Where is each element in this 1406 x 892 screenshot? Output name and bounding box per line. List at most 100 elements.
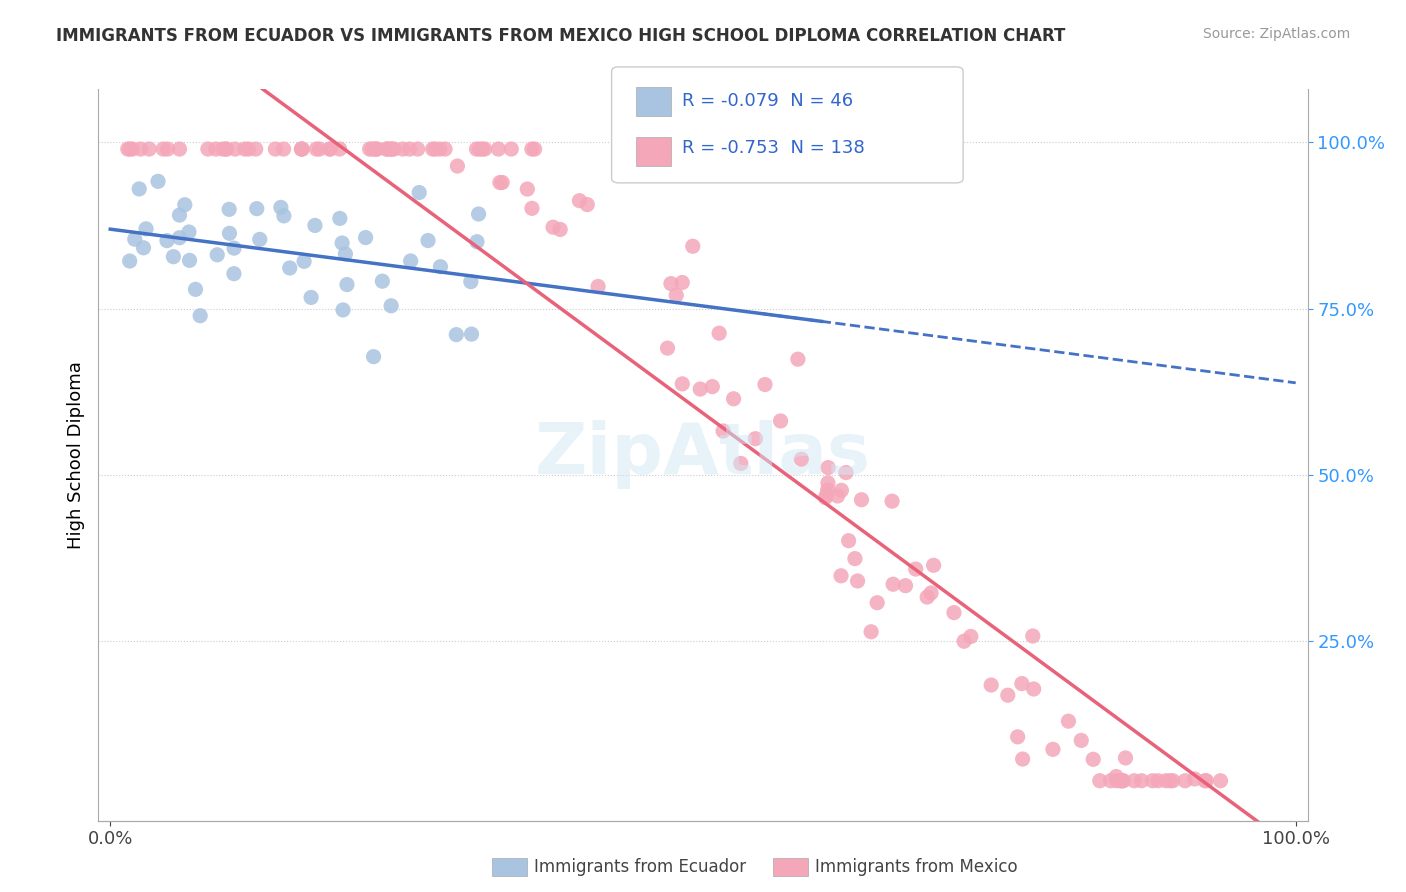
- Point: [1105, 773, 1128, 788]
- Point: [169, 142, 191, 156]
- Point: [568, 194, 591, 208]
- Point: [730, 457, 752, 471]
- Point: [702, 379, 724, 393]
- Point: [375, 142, 398, 156]
- Point: [1154, 773, 1177, 788]
- Point: [169, 231, 191, 245]
- Point: [138, 142, 160, 156]
- Point: [460, 327, 482, 342]
- Point: [786, 352, 808, 367]
- Point: [1022, 629, 1045, 643]
- Point: [197, 142, 219, 156]
- Point: [291, 142, 314, 156]
- Point: [129, 142, 152, 156]
- Point: [681, 157, 703, 171]
- Point: [319, 142, 342, 156]
- Point: [707, 326, 730, 341]
- Point: [523, 142, 546, 156]
- Point: [959, 630, 981, 644]
- Point: [814, 491, 837, 505]
- Point: [980, 678, 1002, 692]
- Point: [408, 186, 430, 200]
- Point: [398, 142, 420, 156]
- Point: [135, 222, 157, 236]
- Point: [1011, 676, 1033, 690]
- Point: [671, 276, 693, 290]
- Y-axis label: High School Diploma: High School Diploma: [66, 361, 84, 549]
- Point: [423, 142, 446, 156]
- Point: [152, 142, 174, 156]
- Point: [467, 207, 489, 221]
- Point: [1112, 773, 1135, 788]
- Point: [273, 142, 295, 156]
- Point: [354, 230, 377, 244]
- Text: IMMIGRANTS FROM ECUADOR VS IMMIGRANTS FROM MEXICO HIGH SCHOOL DIPLOMA CORRELATIO: IMMIGRANTS FROM ECUADOR VS IMMIGRANTS FR…: [56, 27, 1066, 45]
- Point: [264, 142, 287, 156]
- Point: [1130, 773, 1153, 788]
- Point: [520, 142, 543, 156]
- Point: [1147, 773, 1170, 788]
- Point: [744, 432, 766, 446]
- Point: [1161, 773, 1184, 788]
- Point: [835, 466, 858, 480]
- Point: [586, 279, 609, 293]
- Point: [920, 586, 942, 600]
- Point: [291, 142, 314, 156]
- Point: [830, 483, 852, 498]
- Point: [1195, 773, 1218, 788]
- Point: [1109, 773, 1132, 788]
- Point: [471, 142, 494, 156]
- Point: [118, 254, 141, 268]
- Point: [359, 142, 381, 156]
- Point: [830, 569, 852, 583]
- Point: [249, 232, 271, 246]
- Point: [215, 142, 238, 156]
- Point: [205, 142, 228, 156]
- Point: [1088, 773, 1111, 788]
- Point: [1123, 773, 1146, 788]
- Point: [371, 274, 394, 288]
- Point: [270, 200, 292, 214]
- Point: [657, 341, 679, 355]
- Point: [671, 376, 693, 391]
- Point: [366, 142, 388, 156]
- Point: [169, 208, 191, 222]
- Point: [422, 142, 444, 156]
- Point: [491, 176, 513, 190]
- Point: [363, 350, 385, 364]
- Point: [211, 142, 233, 156]
- Point: [378, 142, 401, 156]
- Point: [162, 250, 184, 264]
- Point: [207, 248, 229, 262]
- Point: [329, 142, 352, 156]
- Point: [1007, 730, 1029, 744]
- Point: [1099, 773, 1122, 788]
- Point: [156, 142, 179, 156]
- Point: [434, 142, 457, 156]
- Point: [1174, 773, 1197, 788]
- Point: [146, 174, 169, 188]
- Point: [304, 219, 326, 233]
- Point: [184, 282, 207, 296]
- Point: [233, 142, 256, 156]
- Point: [177, 225, 200, 239]
- Point: [827, 489, 849, 503]
- Point: [1083, 752, 1105, 766]
- Point: [222, 267, 245, 281]
- Point: [238, 142, 260, 156]
- Point: [381, 142, 404, 156]
- Point: [882, 577, 904, 591]
- Point: [222, 241, 245, 255]
- Point: [846, 574, 869, 588]
- Point: [486, 142, 509, 156]
- Point: [224, 142, 246, 156]
- Point: [1114, 751, 1136, 765]
- Point: [429, 142, 451, 156]
- Point: [319, 142, 342, 156]
- Point: [904, 562, 927, 576]
- Point: [179, 253, 201, 268]
- Point: [860, 624, 883, 639]
- Point: [1011, 752, 1033, 766]
- Text: Immigrants from Mexico: Immigrants from Mexico: [815, 858, 1018, 876]
- Point: [118, 142, 141, 156]
